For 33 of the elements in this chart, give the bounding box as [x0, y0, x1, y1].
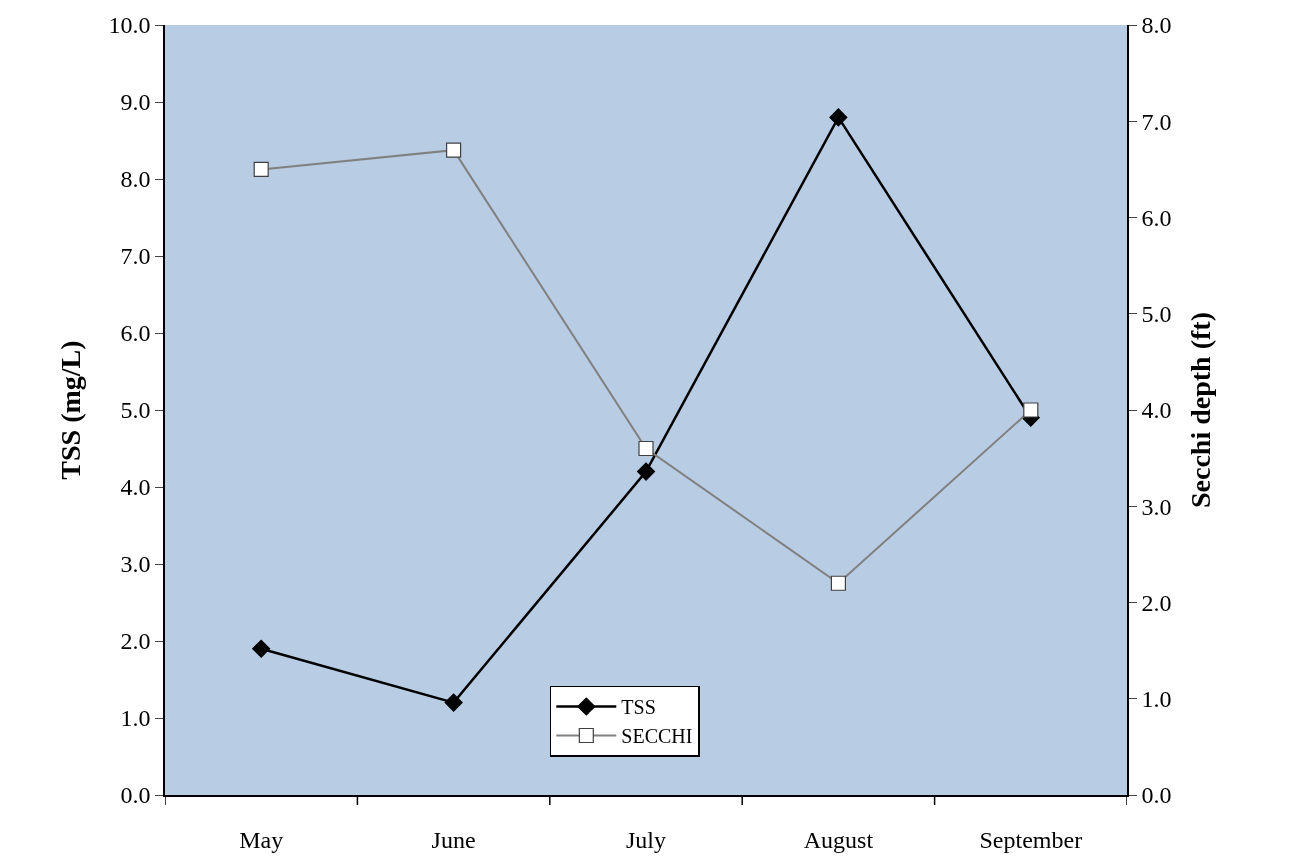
- x-tick-label: August: [803, 826, 874, 853]
- point: [829, 108, 848, 127]
- legend-label: TSS: [621, 696, 656, 719]
- y-tick-label: 4.0: [120, 474, 151, 501]
- y-tick-label: 0.0: [120, 782, 151, 809]
- point: [252, 639, 271, 658]
- x-tick-label: June: [431, 826, 476, 853]
- y2-tick-label: 6.0: [1141, 204, 1172, 231]
- x-tick-label: September: [979, 826, 1083, 853]
- y-tick-label: 6.0: [120, 320, 151, 347]
- y-tick-label: 5.0: [120, 397, 151, 424]
- y-tick-label: 3.0: [120, 551, 151, 578]
- y-tick-label: 1.0: [120, 705, 151, 732]
- x-tick-label: July: [625, 826, 667, 853]
- y-tick-label: 7.0: [120, 243, 151, 270]
- point: [636, 462, 656, 481]
- x-tick-label: May: [239, 826, 284, 853]
- y2-tick-label: 3.0: [1141, 493, 1172, 520]
- y2-axis-title: Secchi depth (ft): [1185, 312, 1217, 508]
- y-tick-label: 8.0: [120, 166, 151, 193]
- y2-tick-label: 8.0: [1141, 12, 1172, 39]
- y-tick-label: 10.0: [108, 12, 151, 39]
- y2-tick-label: 2.0: [1141, 589, 1172, 616]
- y-tick-label: 2.0: [120, 628, 151, 655]
- y2-tick-label: 4.0: [1141, 397, 1172, 424]
- y-tick-label: 9.0: [120, 89, 151, 116]
- y2-tick-label: 7.0: [1141, 108, 1172, 135]
- y2-tick-label: 1.0: [1141, 686, 1172, 713]
- y2-tick-label: 5.0: [1141, 301, 1172, 328]
- legend-label: SECCHI: [621, 725, 693, 748]
- y-axis-title: TSS (mg/L): [54, 340, 86, 480]
- point: [444, 693, 463, 712]
- y2-tick-label: 0.0: [1141, 782, 1172, 809]
